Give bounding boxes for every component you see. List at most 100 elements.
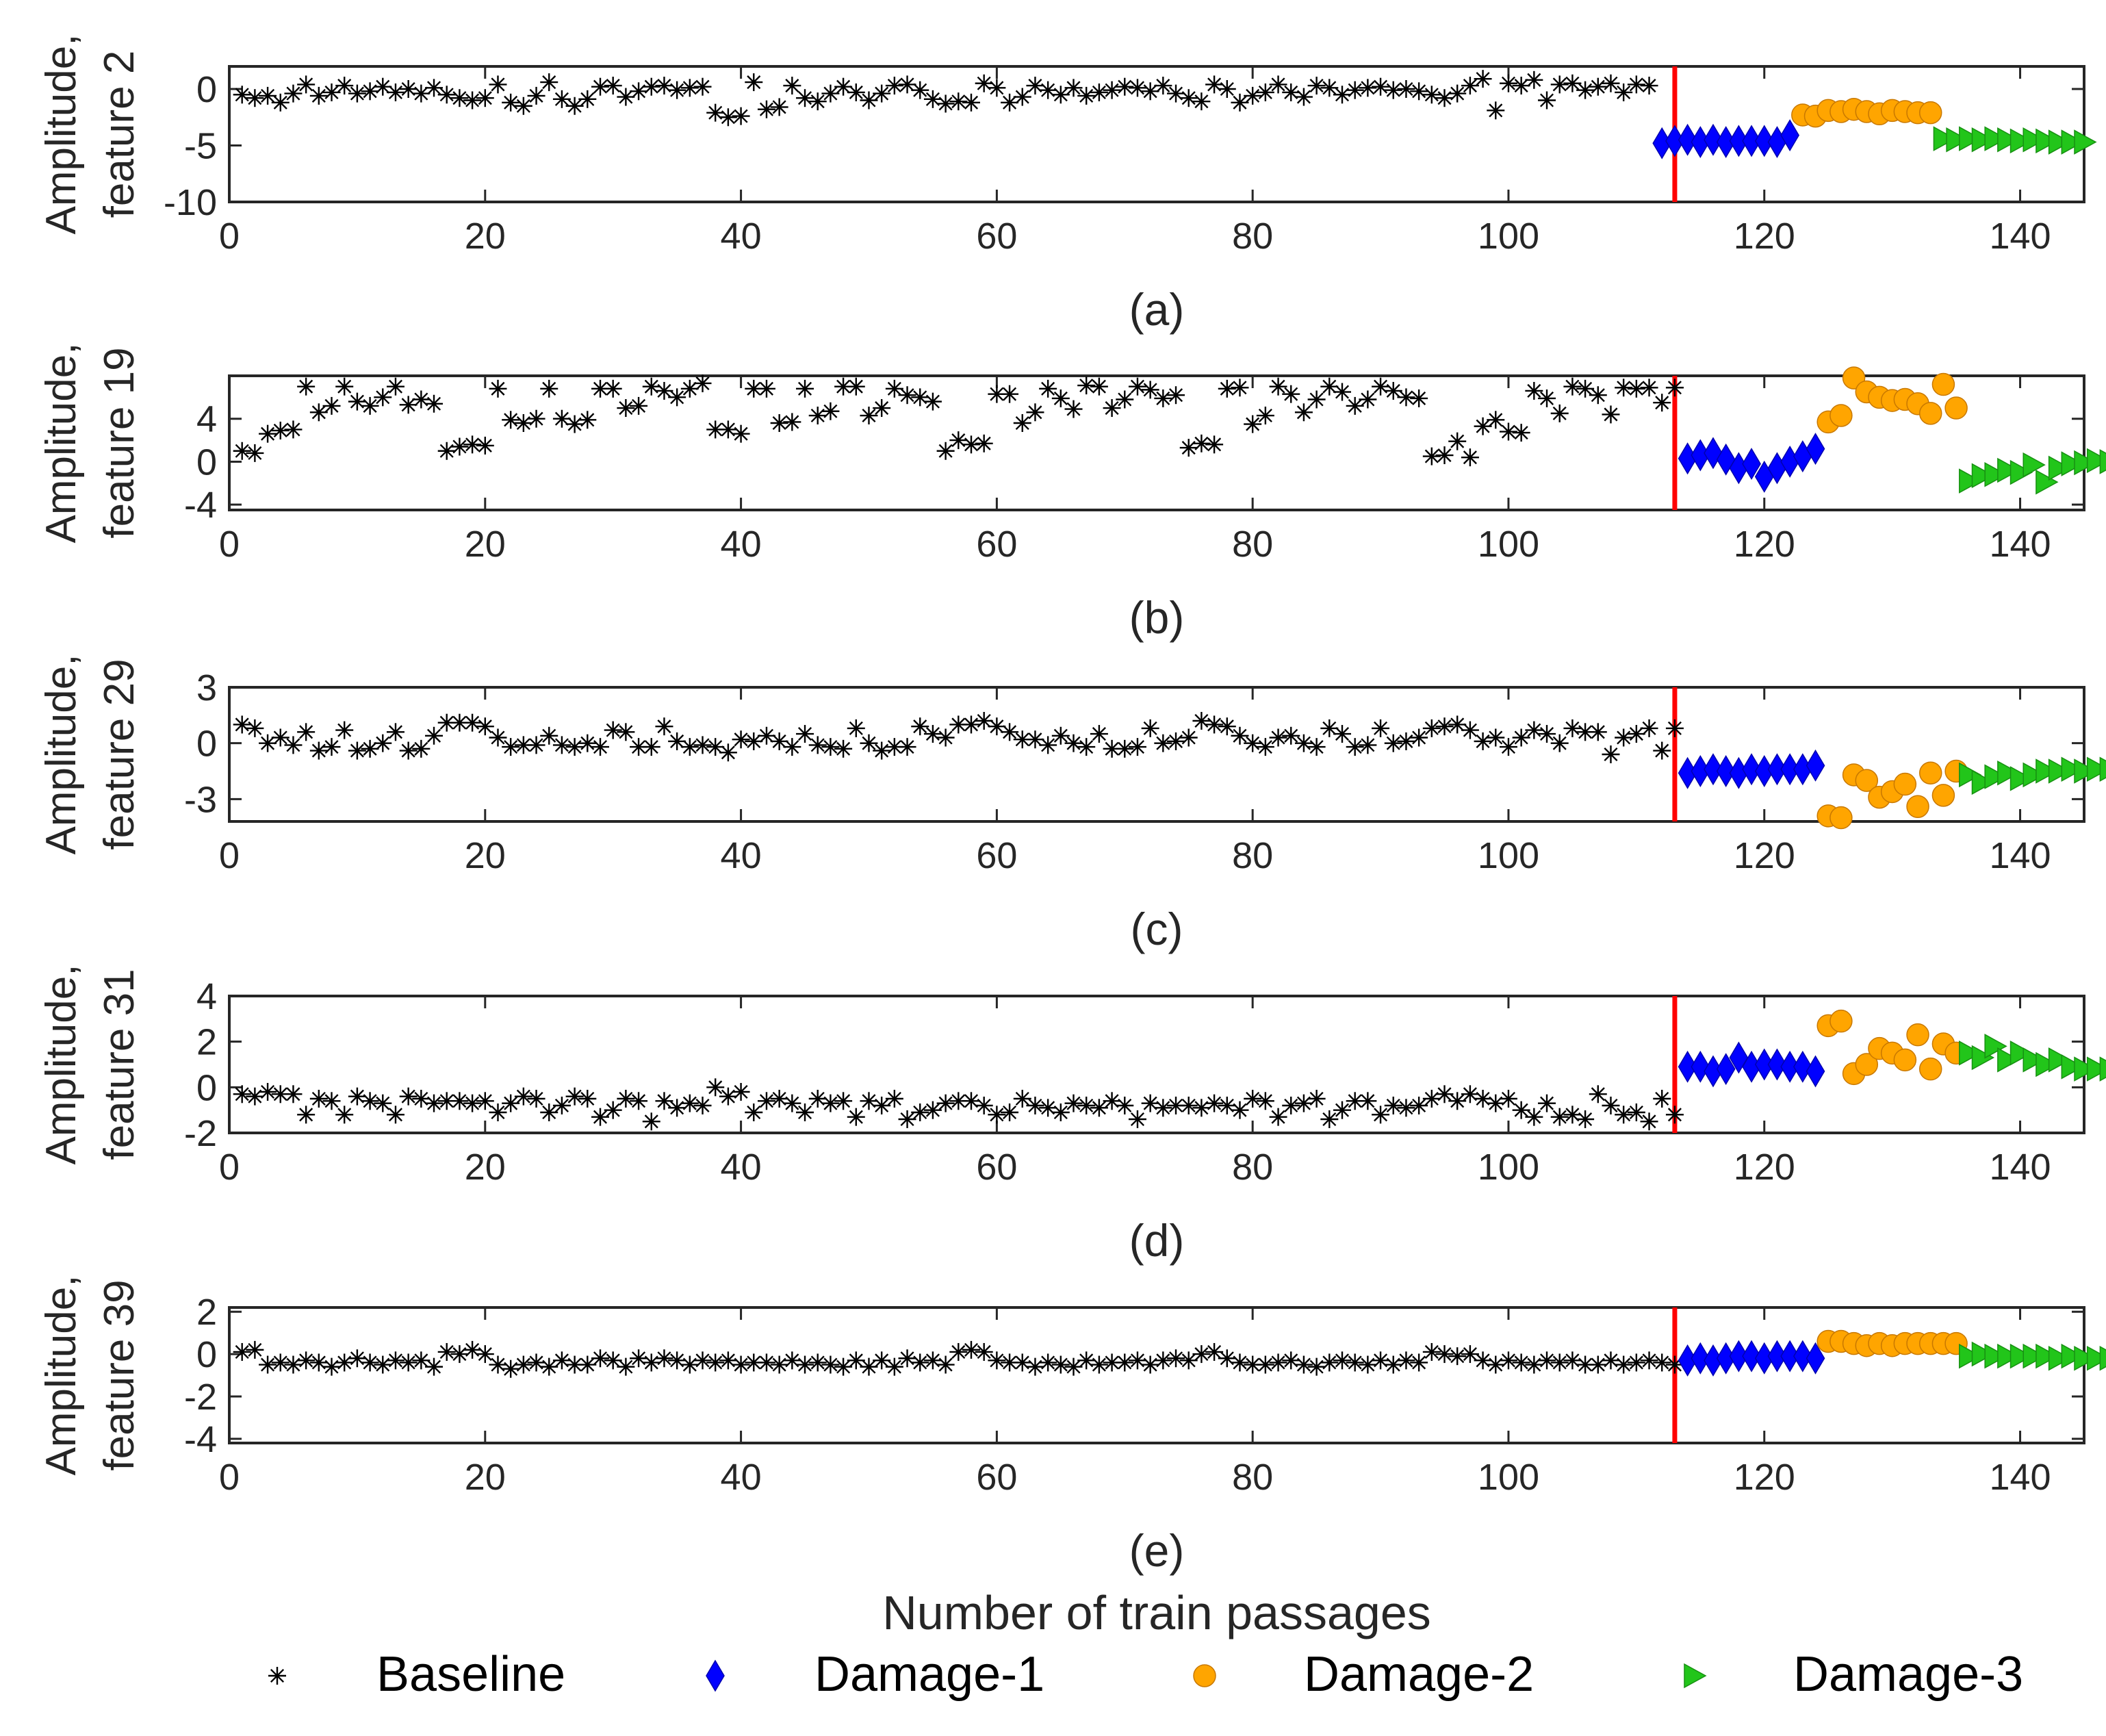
point-damage-1	[1806, 1342, 1825, 1375]
point-baseline	[1307, 738, 1326, 756]
point-baseline	[1282, 83, 1300, 101]
point-baseline	[1141, 82, 1159, 101]
point-damage-3	[2074, 450, 2097, 476]
point-baseline	[1410, 389, 1428, 407]
point-baseline	[1615, 83, 1633, 101]
point-baseline	[1179, 1097, 1198, 1114]
point-baseline	[923, 1101, 942, 1119]
point-baseline	[271, 728, 290, 747]
point-baseline	[1013, 1353, 1031, 1372]
point-damage-3	[2048, 1047, 2072, 1073]
point-baseline	[463, 1340, 482, 1359]
point-baseline	[1487, 411, 1505, 429]
point-damage-3	[2022, 1047, 2046, 1073]
point-baseline	[1435, 717, 1454, 736]
point-baseline	[233, 1342, 251, 1361]
point-damage-3	[2086, 448, 2106, 474]
point-baseline	[604, 77, 622, 95]
point-baseline	[514, 1355, 532, 1374]
point-damage-3	[2022, 127, 2046, 153]
x-tick-label: 140	[1989, 216, 2051, 257]
point-baseline	[1627, 1103, 1645, 1121]
point-baseline	[1179, 439, 1198, 457]
point-baseline	[668, 81, 686, 99]
point-baseline	[1128, 1351, 1146, 1370]
point-baseline	[1474, 70, 1492, 88]
legend-marker	[268, 1667, 286, 1685]
point-damage-3	[1984, 1034, 2007, 1059]
point-damage-1	[1767, 1048, 1787, 1081]
point-baseline	[668, 732, 686, 750]
point-damage-1	[1780, 119, 1800, 152]
x-tick-label: 120	[1734, 524, 1795, 565]
point-baseline	[1563, 1351, 1582, 1370]
point-baseline	[770, 1090, 788, 1108]
point-baseline	[335, 1353, 354, 1372]
point-baseline	[1294, 734, 1313, 752]
point-baseline	[1474, 732, 1492, 750]
point-baseline	[642, 1353, 660, 1372]
point-baseline	[860, 407, 878, 425]
point-baseline	[680, 1355, 699, 1374]
point-damage-1	[1729, 125, 1749, 157]
point-damage-3	[2036, 1343, 2059, 1369]
point-baseline	[630, 1349, 648, 1368]
point-damage-2	[1918, 761, 1942, 784]
point-baseline	[1039, 1099, 1057, 1117]
point-baseline	[1435, 446, 1454, 465]
point-baseline	[1448, 432, 1467, 450]
point-baseline	[425, 726, 444, 745]
x-tick-label: 0	[219, 216, 240, 257]
point-baseline	[259, 424, 277, 443]
point-baseline	[309, 86, 328, 105]
point-baseline	[297, 1106, 316, 1124]
point-baseline	[911, 388, 929, 407]
point-damage-3	[2036, 1051, 2059, 1077]
point-baseline	[1179, 1351, 1198, 1370]
point-damage-3	[2074, 1345, 2097, 1371]
y-tick-label: -3	[184, 779, 217, 820]
point-baseline	[693, 1351, 712, 1370]
point-baseline	[975, 74, 993, 92]
x-tick-label: 120	[1734, 1457, 1795, 1498]
point-baseline	[1320, 377, 1339, 396]
point-baseline	[1333, 86, 1351, 104]
point-baseline	[1128, 738, 1146, 756]
point-baseline	[604, 1101, 622, 1119]
point-damage-1	[1691, 1342, 1710, 1375]
point-baseline	[1487, 1355, 1505, 1374]
point-baseline	[1141, 719, 1159, 737]
point-baseline	[1294, 403, 1313, 422]
point-baseline	[1205, 1342, 1224, 1361]
point-baseline	[630, 1092, 648, 1110]
point-baseline	[821, 84, 840, 103]
point-baseline	[1499, 422, 1517, 441]
x-tick-label: 40	[721, 1457, 762, 1498]
point-baseline	[821, 402, 840, 420]
point-baseline	[348, 392, 366, 411]
point-baseline	[361, 396, 379, 415]
point-baseline	[796, 1103, 814, 1121]
point-damage-3	[1959, 126, 1982, 151]
point-baseline	[847, 719, 865, 737]
point-damage-3	[1971, 1045, 1995, 1071]
point-baseline	[1461, 1085, 1479, 1103]
point-baseline	[412, 739, 431, 758]
point-baseline	[1435, 1085, 1454, 1103]
point-baseline	[796, 379, 814, 398]
point-baseline	[489, 1103, 507, 1121]
point-baseline	[1231, 379, 1249, 397]
point-baseline	[1256, 738, 1274, 756]
point-damage-2	[1918, 101, 1942, 125]
point-baseline	[732, 730, 750, 749]
point-baseline	[911, 1103, 929, 1121]
point-baseline	[1627, 75, 1645, 94]
point-baseline	[1320, 719, 1339, 737]
point-baseline	[450, 89, 469, 107]
point-baseline	[425, 1094, 444, 1112]
point-baseline	[1333, 1101, 1351, 1119]
point-damage-3	[1959, 762, 1982, 788]
point-baseline	[962, 435, 980, 454]
y-tick-label: 3	[196, 667, 217, 709]
point-damage-3	[2086, 756, 2106, 782]
